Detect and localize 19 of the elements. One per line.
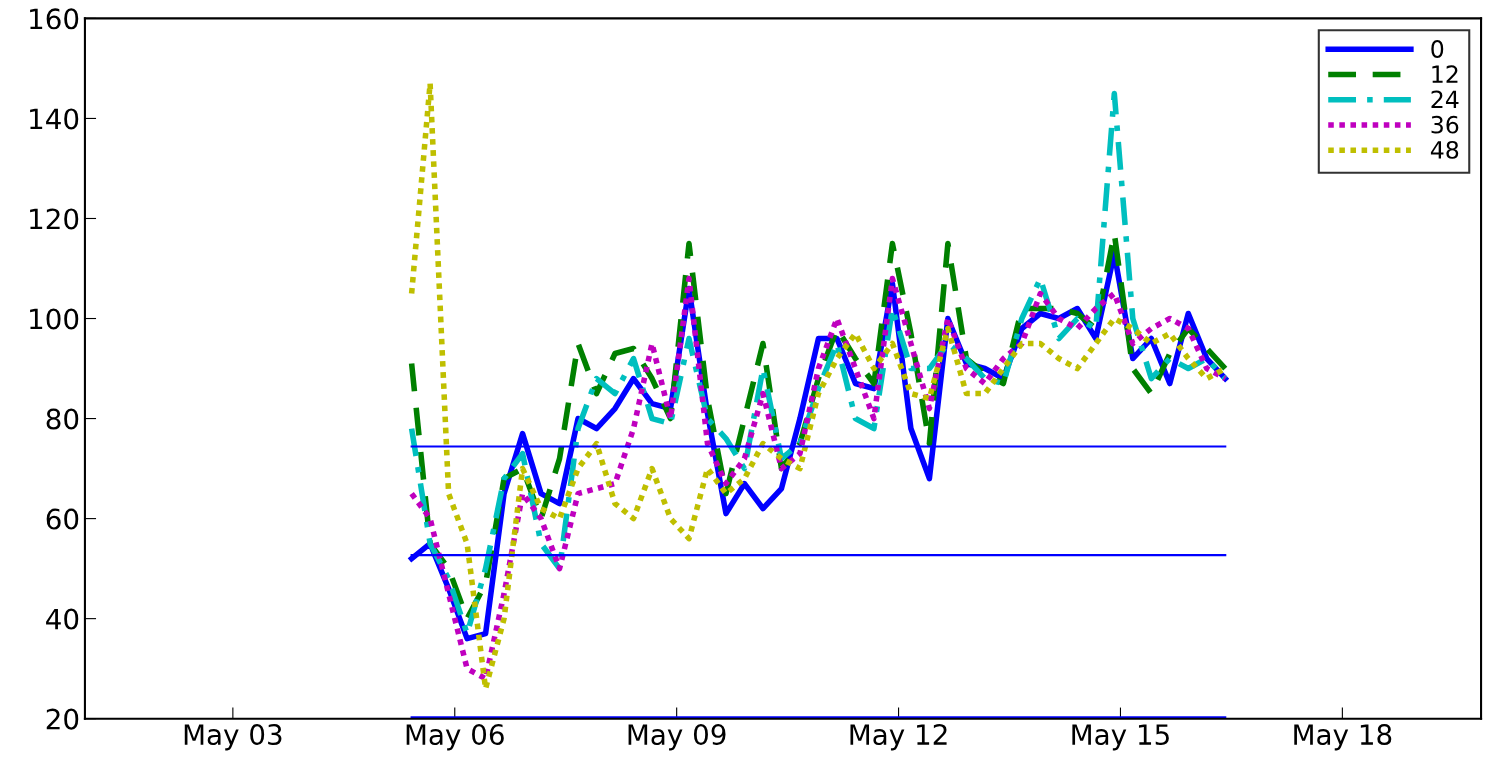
y-tick-label: 140 — [30, 108, 79, 130]
y-tick-label: 160 — [30, 8, 79, 30]
x-tick-label: May 18 — [1294, 724, 1392, 751]
y-tick-label: 20 — [46, 708, 79, 730]
x-tick-label: May 03 — [184, 724, 282, 751]
legend-label: 0 — [1431, 40, 1444, 58]
x-tick-label: May 15 — [1072, 724, 1169, 751]
x-tick-label: May 12 — [850, 724, 947, 751]
legend-label: 36 — [1431, 115, 1459, 134]
y-tick-label: 120 — [30, 208, 79, 230]
x-tick-label: May 06 — [406, 724, 504, 751]
x-tick-label: May 09 — [628, 724, 726, 751]
y-tick-label: 40 — [46, 608, 79, 630]
y-tick-label: 100 — [30, 308, 79, 330]
legend-label: 48 — [1430, 140, 1459, 159]
y-tick-label: 60 — [46, 508, 79, 530]
legend-label: 24 — [1431, 90, 1459, 109]
y-tick-label: 80 — [46, 408, 79, 430]
legend-label: 12 — [1432, 65, 1458, 83]
